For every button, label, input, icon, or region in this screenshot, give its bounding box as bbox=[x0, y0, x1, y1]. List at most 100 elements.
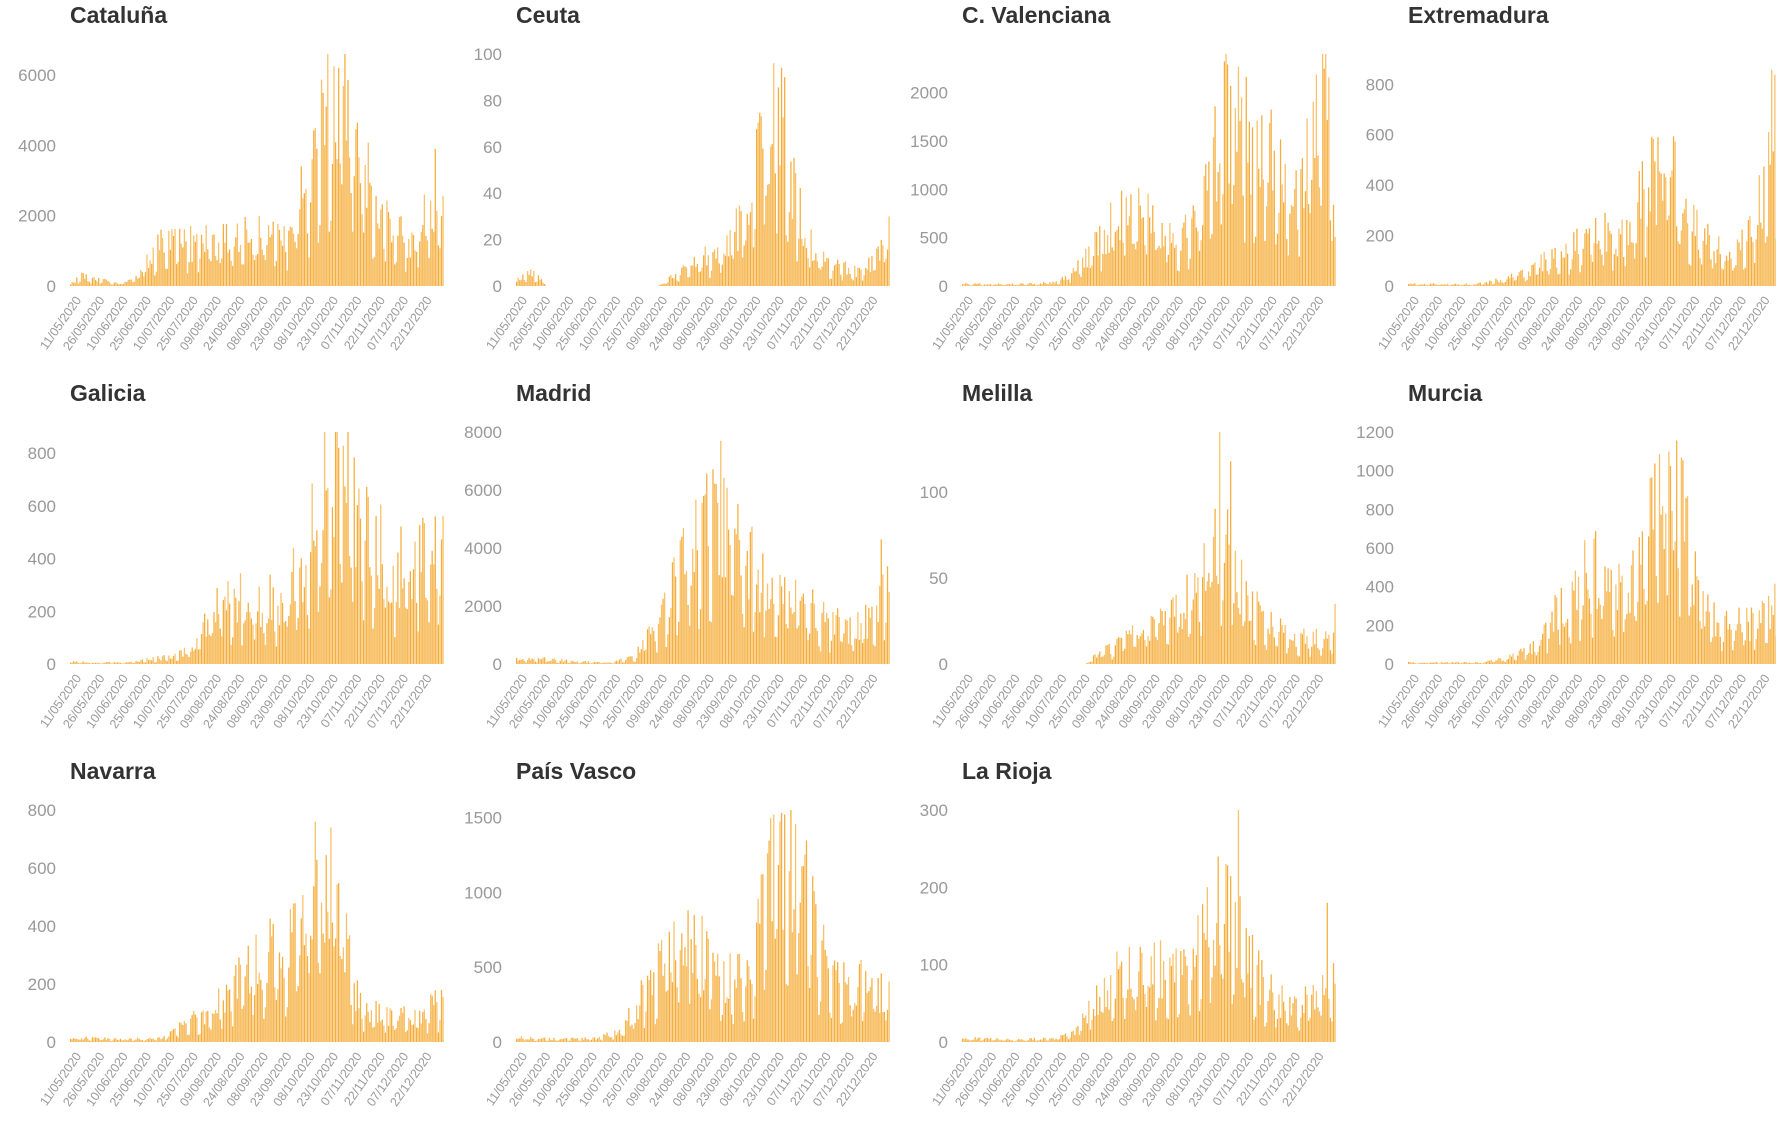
bar bbox=[427, 1033, 428, 1042]
bar bbox=[995, 284, 996, 286]
bar bbox=[1564, 258, 1565, 286]
bar bbox=[1525, 281, 1526, 286]
bar bbox=[245, 217, 246, 286]
bar bbox=[1586, 229, 1587, 286]
bar bbox=[78, 1040, 79, 1042]
bar bbox=[826, 613, 827, 664]
bar bbox=[678, 622, 679, 664]
bar bbox=[528, 658, 529, 664]
bar bbox=[263, 255, 264, 286]
bar bbox=[1027, 284, 1028, 286]
bar bbox=[1280, 618, 1281, 664]
bar bbox=[132, 282, 133, 286]
bar bbox=[1255, 237, 1256, 286]
bar bbox=[1773, 615, 1774, 664]
bar bbox=[383, 249, 384, 286]
bar bbox=[84, 279, 85, 286]
bar bbox=[1199, 251, 1200, 286]
bar bbox=[283, 622, 284, 664]
bar bbox=[1690, 266, 1691, 286]
bar bbox=[759, 113, 760, 286]
bar bbox=[1029, 1038, 1030, 1042]
bar bbox=[1575, 570, 1576, 664]
bar bbox=[413, 569, 414, 664]
bar bbox=[1620, 582, 1621, 664]
bar bbox=[834, 265, 835, 286]
bar bbox=[1288, 648, 1289, 664]
bar bbox=[115, 282, 116, 286]
bar bbox=[1077, 1026, 1078, 1042]
bar bbox=[1230, 86, 1231, 286]
bar bbox=[408, 239, 409, 286]
bar bbox=[1500, 280, 1501, 286]
bar bbox=[1235, 551, 1236, 664]
bar bbox=[1590, 614, 1591, 664]
bar bbox=[1221, 626, 1222, 664]
bar bbox=[237, 999, 238, 1042]
bar bbox=[1561, 251, 1562, 286]
bar bbox=[145, 272, 146, 286]
bar bbox=[223, 224, 224, 286]
bar bbox=[79, 1040, 80, 1042]
bar bbox=[341, 582, 342, 664]
bar bbox=[1424, 663, 1425, 664]
bar bbox=[201, 634, 202, 664]
bar bbox=[1442, 663, 1443, 664]
bar bbox=[1519, 272, 1520, 286]
bar bbox=[148, 268, 149, 286]
bar bbox=[561, 659, 562, 664]
bar bbox=[1431, 284, 1432, 286]
bar bbox=[1676, 226, 1677, 286]
bar bbox=[326, 106, 327, 286]
bar bbox=[277, 224, 278, 286]
bar bbox=[1202, 225, 1203, 286]
bar bbox=[234, 976, 235, 1042]
bar bbox=[1123, 243, 1124, 286]
bar bbox=[620, 1035, 621, 1042]
bar bbox=[1021, 283, 1022, 286]
bar bbox=[1233, 995, 1234, 1042]
bar bbox=[1046, 1040, 1047, 1042]
bar bbox=[605, 1035, 606, 1042]
bar bbox=[1253, 640, 1254, 664]
bar bbox=[610, 1037, 611, 1042]
bar bbox=[209, 1027, 210, 1042]
bar bbox=[1292, 1003, 1293, 1042]
bar bbox=[184, 1021, 185, 1042]
bar bbox=[104, 1037, 105, 1042]
bar bbox=[1450, 285, 1451, 286]
bar bbox=[553, 1038, 554, 1042]
bar bbox=[1331, 1021, 1332, 1042]
bar bbox=[1149, 641, 1150, 664]
bar bbox=[1704, 626, 1705, 664]
bar bbox=[731, 255, 732, 286]
bar bbox=[114, 1039, 115, 1042]
bar bbox=[104, 663, 105, 664]
bar bbox=[814, 891, 815, 1042]
bar bbox=[397, 236, 398, 286]
bar bbox=[539, 659, 540, 664]
bar bbox=[976, 1039, 977, 1042]
bar bbox=[1651, 137, 1652, 286]
bar bbox=[408, 582, 409, 664]
panel-title: País Vasco bbox=[516, 758, 636, 785]
bar bbox=[1079, 1035, 1080, 1042]
bar bbox=[1565, 244, 1566, 286]
bar bbox=[1278, 995, 1279, 1042]
bar bbox=[268, 225, 269, 286]
bar bbox=[1717, 622, 1718, 664]
bar bbox=[1511, 274, 1512, 286]
bar bbox=[1172, 954, 1173, 1042]
bar bbox=[1052, 282, 1053, 286]
bar bbox=[775, 637, 776, 664]
bar bbox=[1018, 1039, 1019, 1042]
bar bbox=[544, 1038, 545, 1042]
bar bbox=[516, 282, 517, 286]
bar bbox=[1748, 622, 1749, 664]
bar bbox=[745, 240, 746, 286]
y-tick-label: 200 bbox=[1366, 616, 1394, 635]
bar bbox=[363, 1032, 364, 1042]
bar bbox=[1611, 234, 1612, 286]
bar bbox=[990, 284, 991, 286]
bar bbox=[1595, 531, 1596, 664]
